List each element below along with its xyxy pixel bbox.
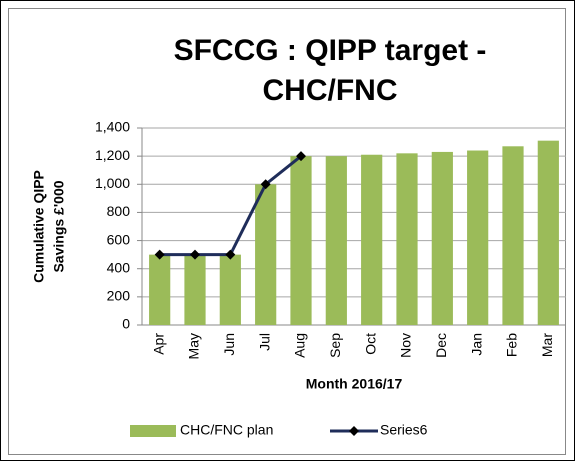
y-tick-label: 400 — [107, 259, 131, 275]
bar — [184, 254, 206, 325]
bar — [149, 254, 171, 325]
x-tick-label: Aug — [292, 333, 308, 358]
legend-symbol — [130, 425, 176, 437]
x-tick-label: Dec — [433, 333, 449, 358]
x-tick-label: Jul — [256, 333, 272, 351]
x-tick-label: Nov — [398, 333, 414, 358]
chart-title: SFCCG : QIPP target - — [174, 34, 487, 67]
line-marker — [190, 249, 200, 260]
legend-label: CHC/FNC plan — [180, 422, 273, 438]
y-tick-label: 0 — [122, 316, 130, 332]
x-axis-label: Month 2016/17 — [306, 376, 403, 392]
x-tick-label: Feb — [504, 333, 520, 357]
line-marker — [225, 249, 236, 260]
bar — [361, 154, 383, 325]
y-tick-label: 200 — [107, 288, 131, 304]
y-tick-label: 1,000 — [95, 175, 130, 191]
y-tick-label: 1,400 — [95, 119, 130, 135]
bar — [431, 151, 453, 325]
bar — [396, 153, 418, 325]
bar — [219, 254, 241, 325]
bar — [255, 184, 277, 325]
bar — [325, 156, 347, 325]
line-marker — [260, 179, 271, 190]
bar — [537, 140, 559, 325]
x-tick-label: May — [186, 333, 202, 359]
x-tick-label: Mar — [539, 333, 555, 357]
y-axis-label: Cumulative QIPP — [31, 170, 47, 283]
bar — [290, 156, 312, 325]
line-marker — [296, 151, 306, 162]
legend-label: Series6 — [380, 422, 428, 438]
y-tick-label: 1,200 — [95, 147, 130, 163]
line-marker — [154, 249, 165, 260]
x-tick-label: Jun — [221, 333, 237, 356]
bar — [467, 150, 489, 325]
y-axis-label: Savings £'000 — [51, 180, 67, 272]
chart-title: CHC/FNC — [263, 74, 398, 107]
x-tick-label: Sep — [327, 333, 343, 358]
bar — [502, 146, 524, 325]
x-tick-label: Apr — [150, 333, 166, 355]
y-tick-label: 600 — [107, 231, 131, 247]
x-tick-label: Oct — [362, 333, 378, 355]
x-tick-label: Jan — [468, 333, 484, 356]
y-tick-label: 800 — [107, 203, 131, 219]
legend-symbol — [349, 426, 359, 436]
